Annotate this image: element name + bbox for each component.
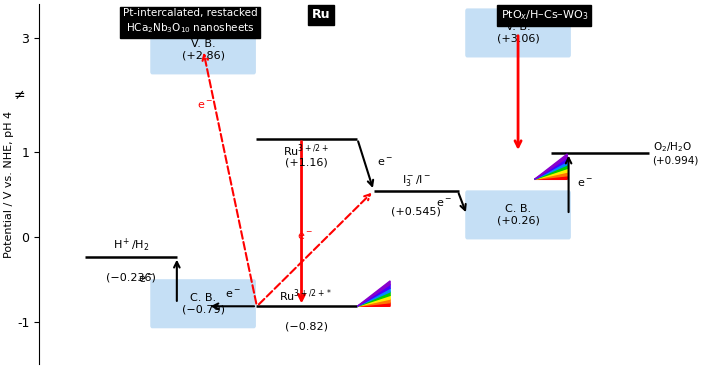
Polygon shape <box>357 299 390 306</box>
FancyBboxPatch shape <box>465 190 571 240</box>
Polygon shape <box>357 281 390 306</box>
Text: H$^+$/H$_2$: H$^+$/H$_2$ <box>113 237 149 254</box>
Polygon shape <box>535 172 567 179</box>
FancyBboxPatch shape <box>151 25 256 74</box>
Text: I$_3^-$/I$^-$: I$_3^-$/I$^-$ <box>402 173 431 188</box>
Text: C. B.
(+0.26): C. B. (+0.26) <box>496 204 540 226</box>
Text: e$^-$: e$^-$ <box>437 198 452 209</box>
Y-axis label: Potential / V vs. NHE, pH 4: Potential / V vs. NHE, pH 4 <box>4 110 14 258</box>
Text: $\neq$: $\neq$ <box>11 88 26 102</box>
Text: e$^-$: e$^-$ <box>577 178 593 189</box>
Text: e$^-$: e$^-$ <box>197 100 213 111</box>
Polygon shape <box>357 288 390 306</box>
Polygon shape <box>535 161 567 179</box>
Polygon shape <box>357 296 390 306</box>
Text: PtO$_x$/H–Cs–WO$_3$: PtO$_x$/H–Cs–WO$_3$ <box>501 8 588 22</box>
Polygon shape <box>357 292 390 306</box>
Text: (+0.545): (+0.545) <box>391 206 442 216</box>
Polygon shape <box>535 169 567 179</box>
Text: Ru: Ru <box>312 8 330 21</box>
Text: e$^-$: e$^-$ <box>377 157 393 168</box>
Polygon shape <box>535 154 567 179</box>
Text: (−0.236): (−0.236) <box>106 272 155 282</box>
Text: Pt-intercalated, restacked
HCa$_2$Nb$_3$O$_{10}$ nanosheets: Pt-intercalated, restacked HCa$_2$Nb$_3$… <box>123 8 257 35</box>
Text: Ru$^{3+/2+}$: Ru$^{3+/2+}$ <box>283 142 329 159</box>
Polygon shape <box>535 165 567 179</box>
Polygon shape <box>357 284 390 306</box>
FancyBboxPatch shape <box>151 279 256 328</box>
Text: e$^-$: e$^-$ <box>297 231 313 243</box>
Text: C. B.
(−0.79): C. B. (−0.79) <box>182 293 224 315</box>
Polygon shape <box>535 176 567 179</box>
Text: V. B.
(+2.86): V. B. (+2.86) <box>182 39 224 61</box>
Text: O$_2$/H$_2$O
(+0.994): O$_2$/H$_2$O (+0.994) <box>652 140 699 166</box>
Text: e$^-$: e$^-$ <box>224 289 241 300</box>
Text: V. B.
(+3.06): V. B. (+3.06) <box>497 22 540 44</box>
Polygon shape <box>357 302 390 306</box>
Text: Ru$^{3+/2+*}$: Ru$^{3+/2+*}$ <box>280 287 333 304</box>
Text: (−0.82): (−0.82) <box>285 322 327 332</box>
Text: e$^-$: e$^-$ <box>138 274 154 285</box>
Polygon shape <box>535 158 567 179</box>
FancyBboxPatch shape <box>465 8 571 57</box>
Text: (+1.16): (+1.16) <box>285 158 327 167</box>
